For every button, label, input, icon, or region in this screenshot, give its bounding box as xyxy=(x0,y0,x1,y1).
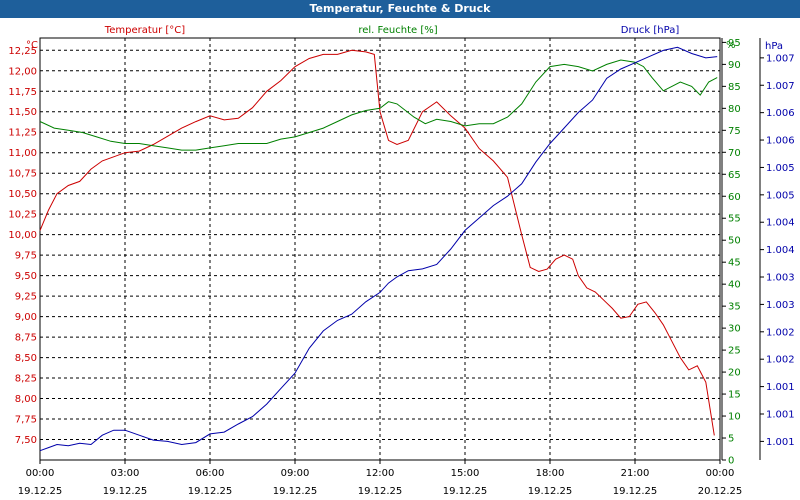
humidity-tick-label: 15 xyxy=(728,390,741,401)
x-tick-label-time: 06:00 xyxy=(196,468,225,479)
temperature-tick-label: 8,25 xyxy=(15,374,37,385)
temperature-tick-label: 10,25 xyxy=(8,210,37,221)
humidity-tick-label: 35 xyxy=(728,302,741,313)
temperature-tick-label: 9,00 xyxy=(15,312,37,323)
humidity-tick-label: 5 xyxy=(728,434,734,445)
x-tick-label-time: 21:00 xyxy=(621,468,650,479)
humidity-tick-label: 75 xyxy=(728,126,741,137)
pressure-tick-label: 1.004 xyxy=(766,218,795,229)
pressure-tick-label: 1.002 xyxy=(766,355,795,366)
x-tick-label-date: 19.12.25 xyxy=(443,486,488,497)
x-tick-label-time: 00:00 xyxy=(26,468,55,479)
x-tick-label-time: 15:00 xyxy=(451,468,480,479)
temperature-tick-label: 9,25 xyxy=(15,292,37,303)
humidity-tick-label: 20 xyxy=(728,368,741,379)
humidity-tick-label: 45 xyxy=(728,258,741,269)
pressure-tick-label: 1.001 xyxy=(766,382,795,393)
temperature-tick-label: 7,75 xyxy=(15,415,37,426)
temperature-tick-label: 8,00 xyxy=(15,394,37,405)
x-tick-label-time: 18:00 xyxy=(536,468,565,479)
pressure-unit-label: hPa xyxy=(765,41,783,52)
temperature-tick-label: 11,25 xyxy=(8,128,37,139)
x-tick-label-date: 19.12.25 xyxy=(528,486,573,497)
temperature-tick-label: 7,50 xyxy=(15,435,37,446)
pressure-tick-label: 1.001 xyxy=(766,409,795,420)
x-tick-label-time: 00:00 xyxy=(706,468,735,479)
x-tick-label-date: 19.12.25 xyxy=(188,486,233,497)
temperature-unit-label: °C xyxy=(26,40,38,51)
pressure-tick-label: 1.003 xyxy=(766,273,795,284)
x-tick-label-date: 19.12.25 xyxy=(18,486,63,497)
humidity-tick-label: 25 xyxy=(728,346,741,357)
pressure-tick-label: 1.006 xyxy=(766,108,795,119)
humidity-tick-label: 85 xyxy=(728,82,741,93)
temperature-tick-label: 11,00 xyxy=(8,148,37,159)
legend-entry-temperature: Temperatur [°C] xyxy=(104,25,185,36)
pressure-tick-label: 1.007 xyxy=(766,81,795,92)
pressure-tick-label: 1.005 xyxy=(766,163,795,174)
pressure-tick-label: 1.002 xyxy=(766,327,795,338)
humidity-tick-label: 90 xyxy=(728,60,741,71)
legend-entry-pressure: Druck [hPa] xyxy=(621,25,680,36)
legend-entry-humidity: rel. Feuchte [%] xyxy=(358,25,437,36)
series-line-humidity xyxy=(39,59,718,151)
temperature-tick-label: 8,75 xyxy=(15,333,37,344)
x-tick-label-date: 19.12.25 xyxy=(358,486,403,497)
pressure-tick-label: 1.004 xyxy=(766,245,795,256)
humidity-tick-label: 40 xyxy=(728,280,741,291)
series-line-pressure xyxy=(39,46,718,452)
humidity-tick-label: 80 xyxy=(728,104,741,115)
temperature-tick-label: 9,50 xyxy=(15,271,37,282)
chart-title: Temperatur, Feuchte & Druck xyxy=(0,0,800,18)
x-tick-label-date: 19.12.25 xyxy=(613,486,658,497)
temperature-tick-label: 10,75 xyxy=(8,169,37,180)
x-tick-label-date: 19.12.25 xyxy=(103,486,148,497)
humidity-tick-label: 95 xyxy=(728,38,741,49)
temperature-tick-label: 9,75 xyxy=(15,251,37,262)
x-tick-label-time: 09:00 xyxy=(281,468,310,479)
humidity-tick-label: 30 xyxy=(728,324,741,335)
humidity-tick-label: 55 xyxy=(728,214,741,225)
x-tick-label-time: 03:00 xyxy=(111,468,140,479)
humidity-tick-label: 70 xyxy=(728,148,741,159)
temperature-tick-label: 12,25 xyxy=(8,46,37,57)
x-tick-label-date: 20.12.25 xyxy=(698,486,743,497)
pressure-tick-label: 1.005 xyxy=(766,190,795,201)
humidity-tick-label: 50 xyxy=(728,236,741,247)
pressure-tick-label: 1.003 xyxy=(766,300,795,311)
temperature-tick-label: 10,50 xyxy=(8,189,37,200)
pressure-tick-label: 1.007 xyxy=(766,53,795,64)
temperature-tick-label: 8,50 xyxy=(15,353,37,364)
x-tick-label-date: 19.12.25 xyxy=(273,486,318,497)
humidity-tick-label: 0 xyxy=(728,456,734,467)
series-line-temperature xyxy=(39,49,715,436)
x-tick-label-time: 12:00 xyxy=(366,468,395,479)
pressure-tick-label: 1.006 xyxy=(766,136,795,147)
temperature-tick-label: 11,50 xyxy=(8,107,37,118)
temperature-tick-label: 12,00 xyxy=(8,66,37,77)
temperature-tick-label: 10,00 xyxy=(8,230,37,241)
temperature-tick-label: 11,75 xyxy=(8,87,37,98)
humidity-tick-label: 10 xyxy=(728,412,741,423)
humidity-tick-label: 65 xyxy=(728,170,741,181)
humidity-tick-label: 60 xyxy=(728,192,741,203)
humidity-unit-label: % xyxy=(726,40,736,51)
pressure-tick-label: 1.001 xyxy=(766,437,795,448)
